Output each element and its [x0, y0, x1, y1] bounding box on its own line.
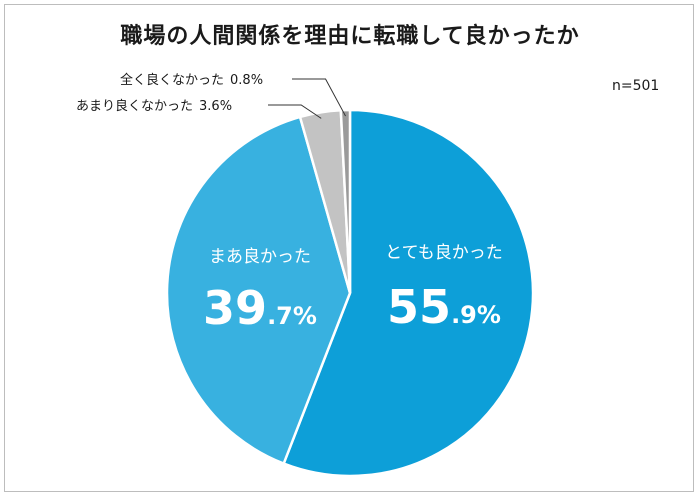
slice-label-somewhat-good: まあ良かった: [209, 247, 311, 267]
slice-label-not-good-at-all-name: 全く良くなかった: [120, 72, 224, 88]
leader-line-not-good-at-all: [292, 78, 346, 117]
slice-label-not-so-good: あまり良くなかった 3.6%: [76, 98, 232, 114]
slice-value-somewhat-good-int: 39: [203, 281, 267, 335]
slice-value-very-good-dec: .9%: [451, 301, 501, 329]
slice-value-somewhat-good: 39.7%: [203, 281, 317, 335]
slice-label-not-good-at-all: 全く良くなかった 0.8%: [120, 72, 263, 88]
slice-label-not-so-good-name: あまり良くなかった: [76, 98, 193, 114]
chart-title: 職場の人間関係を理由に転職して良かったか: [120, 24, 580, 49]
slice-label-very-good: とても良かった: [385, 243, 503, 263]
slice-value-very-good-int: 55: [387, 280, 451, 334]
slice-value-not-so-good: 3.6%: [199, 99, 232, 114]
pie-slice-somewhat-good: [165, 115, 352, 466]
slice-value-not-good-at-all: 0.8%: [230, 73, 263, 88]
sample-size-label: n=501: [612, 78, 660, 94]
slice-value-very-good: 55.9%: [387, 280, 501, 334]
pie-slice-very-good: [282, 108, 535, 478]
slice-value-somewhat-good-dec: .7%: [267, 302, 317, 330]
pie-slice-not-good-at-all: [339, 108, 352, 294]
leader-line-not-so-good: [268, 104, 322, 119]
